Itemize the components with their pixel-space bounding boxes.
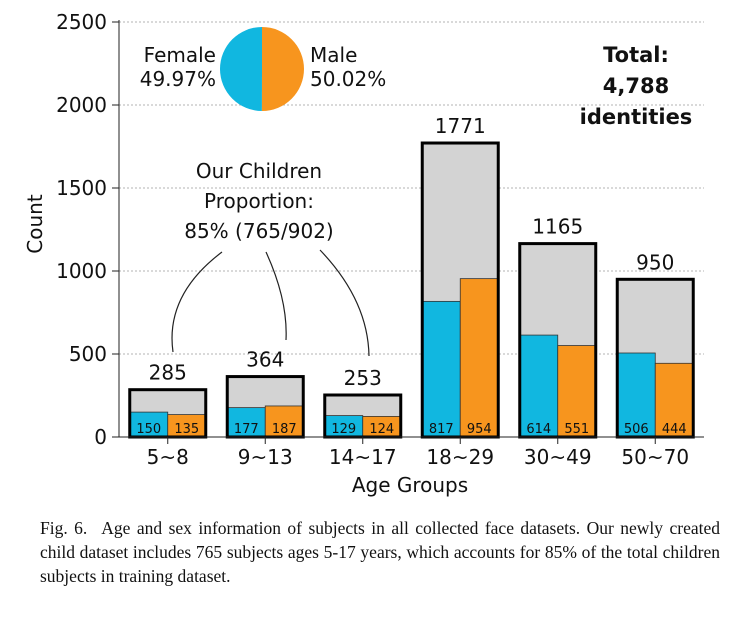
male-value-label: 444: [662, 422, 687, 437]
caption-label: Fig. 6.: [40, 518, 88, 538]
x-tick-label: 18~29: [426, 445, 494, 469]
female-bar: [226, 407, 266, 438]
x-tick-label: 9~13: [238, 445, 293, 469]
total-value-label: 1165: [532, 215, 583, 239]
total-note-line1: Total:: [603, 43, 669, 67]
pie-female-pct: 49.97%: [140, 67, 216, 91]
connector-curve-9-13: [265, 251, 287, 341]
x-tick-label: 14~17: [329, 445, 397, 469]
children-note-line3: 85% (765/902): [184, 219, 334, 243]
y-tick-label: 0: [94, 425, 107, 449]
figure-caption: Fig. 6. Age and sex information of subjec…: [40, 516, 720, 588]
age-sex-bar-chart: 285 150 135 364 177 187 253 129 124 1771 817 954 116…: [23, 10, 704, 497]
male-value-label: 135: [174, 422, 199, 437]
total-note-line2: 4,788: [603, 74, 669, 98]
x-axis-label: Age Groups: [352, 473, 468, 497]
x-tick-label: 5~8: [147, 445, 189, 469]
connector-curve-14-17: [319, 249, 370, 357]
y-tick-label: 500: [69, 342, 107, 366]
total-value-label: 285: [149, 361, 187, 385]
caption-text: Age and sex information of subjects in a…: [40, 518, 720, 586]
pie-slice-male: [261, 27, 304, 111]
female-value-label: 506: [624, 422, 649, 437]
male-value-label: 187: [272, 422, 297, 437]
y-tick-label: 1000: [56, 259, 107, 283]
y-tick-label: 1500: [56, 176, 107, 200]
female-value-label: 177: [234, 422, 259, 437]
male-bar: [654, 362, 694, 438]
female-bar: [421, 300, 461, 438]
pie-male-pct: 50.02%: [310, 67, 386, 91]
gridlines: [119, 21, 704, 355]
connector-curve-5-8: [171, 251, 223, 353]
axes: 0 500 1000 1500 2000 2500 5~8 9~13 14~17 18~29 30~…: [56, 10, 704, 469]
female-value-label: 129: [331, 422, 356, 437]
female-bar: [129, 411, 169, 438]
children-note-line2: Proportion:: [204, 189, 314, 213]
female-value-label: 817: [429, 422, 454, 437]
total-value-label: 253: [344, 366, 382, 390]
y-axis-label: Count: [23, 194, 47, 254]
x-tick-label: 30~49: [524, 445, 592, 469]
male-value-label: 124: [369, 422, 394, 437]
male-bar: [459, 278, 499, 438]
male-bar: [264, 405, 304, 438]
pie-male-label: Male: [310, 43, 357, 67]
female-bar: [519, 334, 559, 438]
male-value-label: 954: [467, 422, 492, 437]
pie-slice-female: [219, 27, 262, 111]
total-value-label: 364: [246, 348, 284, 372]
female-value-label: 614: [526, 422, 551, 437]
total-value-label: 1771: [435, 114, 486, 138]
y-tick-label: 2000: [56, 93, 107, 117]
y-tick-label: 2500: [56, 10, 107, 34]
x-tick-label: 50~70: [621, 445, 689, 469]
female-value-label: 150: [136, 422, 161, 437]
male-value-label: 551: [564, 422, 589, 437]
total-value-label: 950: [636, 250, 674, 274]
bars: 285 150 135 364 177 187 253 129 124 1771 817 954 116…: [128, 114, 695, 439]
children-note-line1: Our Children: [196, 159, 322, 183]
sex-ratio-pie: [219, 27, 304, 111]
pie-female-label: Female: [144, 43, 216, 67]
total-note-line3: identities: [580, 105, 693, 129]
